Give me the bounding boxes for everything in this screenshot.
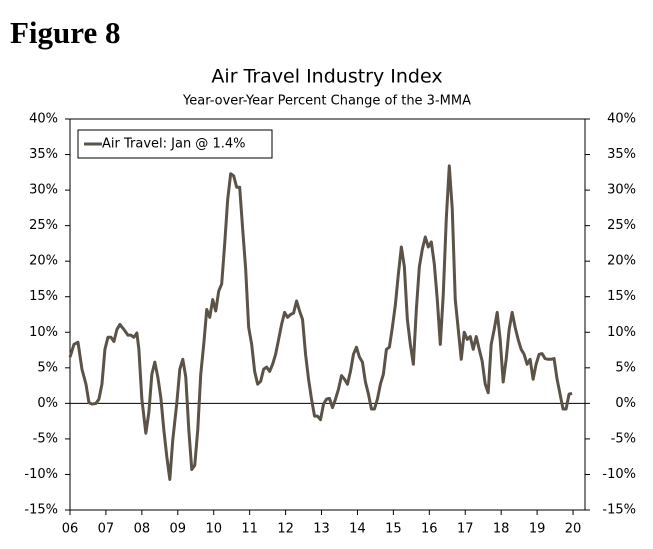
y2-tick-label: 10% [607, 325, 636, 340]
x-tick-label: 09 [170, 522, 187, 537]
x-tick-label: 18 [493, 522, 510, 537]
y2-tick-label: 0% [615, 396, 636, 411]
legend-box [77, 129, 273, 159]
y-tick-label: 10% [29, 325, 58, 340]
x-tick-label: 10 [205, 522, 222, 537]
y-tick-label: -5% [33, 431, 58, 446]
y2-tick-label: 40% [607, 112, 636, 127]
y2-tick-label: 30% [607, 183, 636, 198]
y-tick-label: 40% [29, 112, 58, 127]
legend-label: Air Travel: Jan @ 1.4% [102, 137, 245, 152]
y2-tick-label: 20% [607, 254, 636, 269]
plot-frame [69, 118, 586, 511]
y-tick-label: 20% [29, 254, 58, 269]
x-tick-label: 06 [62, 522, 79, 537]
x-tick-label: 08 [134, 522, 151, 537]
y2-tick-label: 25% [607, 218, 636, 233]
chart-title: Air Travel Industry Index [211, 66, 442, 88]
y-tick-label: -15% [24, 503, 58, 518]
y2-tick-label: 5% [615, 360, 636, 375]
y-tick-label: 0% [37, 396, 58, 411]
chart-subtitle: Year-over-Year Percent Change of the 3-M… [182, 94, 471, 109]
y2-tick-label: -5% [611, 431, 636, 446]
x-tick-label: 12 [277, 522, 294, 537]
y2-tick-label: -15% [602, 503, 636, 518]
x-tick-label: 07 [98, 522, 115, 537]
x-tick-label: 14 [349, 522, 366, 537]
y-tick-label: -10% [24, 467, 58, 482]
x-tick-label: 13 [313, 522, 330, 537]
figure-label: Figure 8 [10, 15, 121, 50]
data-line [68, 164, 573, 481]
y-tick-label: 25% [29, 218, 58, 233]
x-tick-label: 15 [385, 522, 402, 537]
x-tick-label: 17 [457, 522, 474, 537]
x-tick-label: 16 [421, 522, 438, 537]
y-tick-label: 5% [37, 360, 58, 375]
y-tick-label: 35% [29, 147, 58, 162]
y2-tick-label: -10% [602, 467, 636, 482]
y2-tick-label: 35% [607, 147, 636, 162]
y-tick-label: 30% [29, 183, 58, 198]
y-tick-label: 15% [29, 289, 58, 304]
x-tick-label: 20 [565, 522, 582, 537]
y2-tick-label: 15% [607, 289, 636, 304]
x-tick-label: 11 [241, 522, 258, 537]
x-tick-label: 19 [529, 522, 546, 537]
